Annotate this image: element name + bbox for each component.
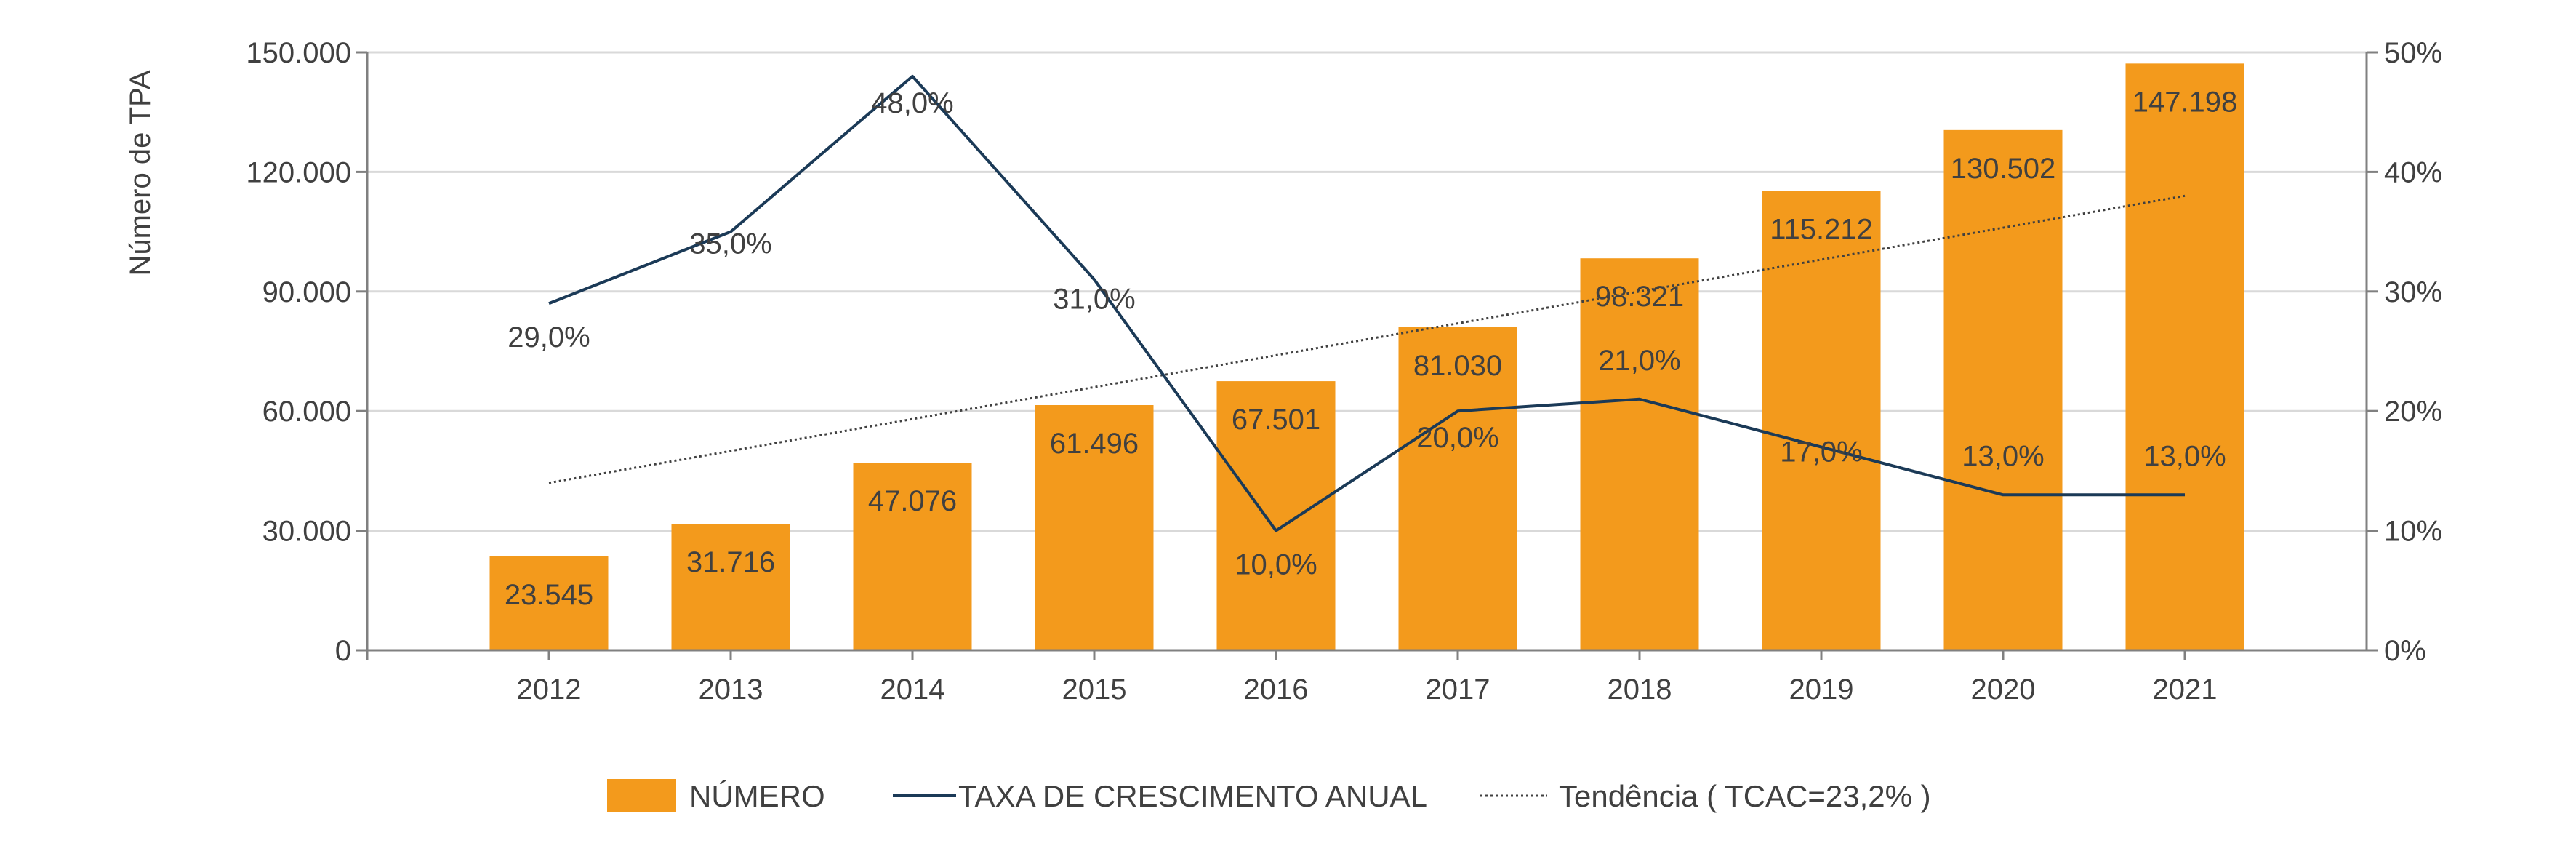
axes: 0 30.000 60.000 90.000 120.000 150.000 0% 10% 20… (246, 37, 2442, 706)
x-axis-tick-label: 2016 (1244, 674, 1309, 706)
x-axis-tick-label: 2014 (880, 674, 945, 706)
left-axis-tick-label: 60.000 (262, 396, 351, 428)
x-axis-tick-label: 2013 (699, 674, 763, 706)
growth-rate-label: 21,0% (1598, 345, 1680, 377)
trend-series (548, 194, 2186, 484)
x-axis-tick-label: 2018 (1608, 674, 1672, 706)
trend-line (548, 194, 2186, 484)
bar-value-label: 31.716 (686, 546, 775, 578)
x-axis-tick-label: 2015 (1062, 674, 1127, 706)
bar-series (489, 63, 2244, 650)
legend-label-numero: NÚMERO (689, 779, 825, 813)
right-axis-tick-label: 40% (2384, 156, 2442, 188)
bar (1216, 381, 1336, 650)
growth-rate-label: 13,0% (2143, 440, 2226, 472)
growth-rate-label: 17,0% (1780, 436, 1862, 468)
bar-value-label: 47.076 (868, 485, 957, 517)
bar (853, 463, 972, 650)
gridlines (367, 51, 2367, 532)
left-axis-tick-label: 90.000 (262, 276, 351, 308)
left-axis-tick-label: 30.000 (262, 516, 351, 548)
legend-swatch-numero (607, 779, 676, 812)
bar (1762, 191, 1881, 650)
x-axis-tick-label: 2012 (517, 674, 582, 706)
bar (1035, 405, 1154, 650)
x-axis-tick-label: 2019 (1789, 674, 1854, 706)
x-axis-tick-label: 2021 (2153, 674, 2218, 706)
left-axis-tick-label: 0 (335, 635, 351, 667)
bar-value-label: 61.496 (1050, 428, 1139, 460)
legend: NÚMERO TAXA DE CRESCIMENTO ANUAL Tendênc… (607, 779, 1931, 813)
bar-value-label: 98.321 (1595, 281, 1684, 313)
growth-rate-label: 31,0% (1053, 283, 1135, 315)
legend-label-growth-rate: TAXA DE CRESCIMENTO ANUAL (958, 779, 1427, 813)
right-axis-tick-label: 10% (2384, 516, 2442, 548)
growth-rate-series (548, 74, 2185, 532)
growth-rate-label: 29,0% (507, 321, 590, 353)
right-axis-tick-label: 20% (2384, 396, 2442, 428)
bar-value-label: 130.502 (1951, 153, 2056, 185)
left-axis-tick-label: 120.000 (246, 156, 351, 188)
right-axis-tick-label: 0% (2384, 635, 2426, 667)
bar-value-label: 147.198 (2132, 86, 2238, 118)
bar (1580, 258, 1699, 650)
growth-rate-label: 13,0% (1962, 440, 2044, 472)
bar-value-label: 23.545 (505, 579, 593, 611)
data-labels: 23.545 31.716 47.076 61.496 67.501 81.030 98.3… (505, 86, 2237, 611)
left-axis-tick-label: 150.000 (246, 37, 351, 69)
growth-rate-label: 20,0% (1416, 422, 1498, 454)
bar (489, 556, 609, 650)
bar (671, 524, 790, 650)
left-axis-title: Número de TPA (124, 70, 156, 276)
growth-rate-label: 10,0% (1235, 549, 1317, 581)
bar (2125, 63, 2244, 650)
x-axis-tick-label: 2017 (1426, 674, 1490, 706)
legend-label-trend: Tendência ( TCAC=23,2% ) (1559, 779, 1931, 813)
x-axis-tick-label: 2020 (1971, 674, 2036, 706)
right-axis-tick-label: 30% (2384, 276, 2442, 308)
right-axis-tick-label: 50% (2384, 37, 2442, 69)
bar (1398, 327, 1517, 650)
bar (1943, 129, 2063, 650)
growth-rate-label: 48,0% (871, 87, 953, 119)
bar-value-label: 67.501 (1232, 404, 1320, 436)
bar-value-label: 81.030 (1413, 350, 1502, 382)
growth-rate-label: 35,0% (689, 228, 771, 260)
bar-value-label: 115.212 (1770, 214, 1873, 246)
growth-rate-line (548, 74, 2185, 532)
